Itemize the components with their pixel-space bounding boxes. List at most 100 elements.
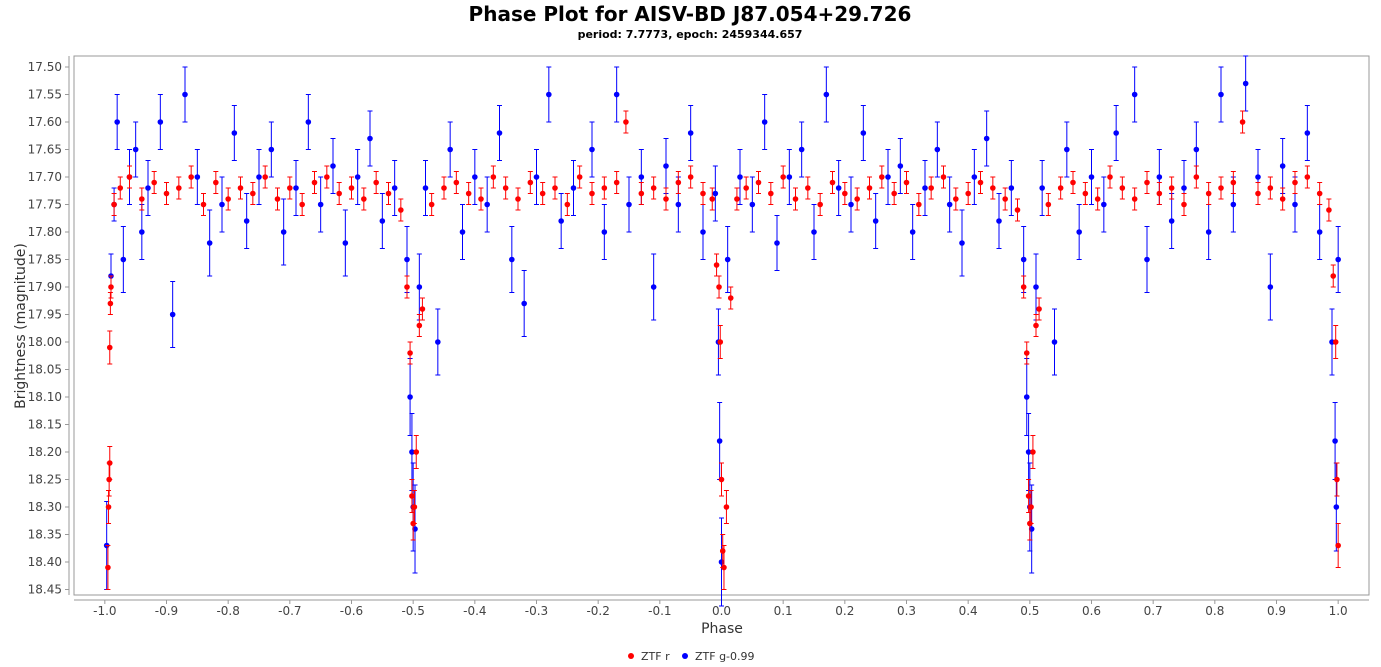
data-point (723, 504, 730, 510)
data-point (1101, 201, 1107, 208)
data-point (792, 196, 799, 202)
data-point (354, 174, 361, 180)
data-point (533, 174, 540, 180)
data-point (909, 229, 916, 235)
data-point (650, 185, 657, 191)
data-point (589, 190, 595, 197)
data-point (996, 218, 1002, 224)
data-point (546, 91, 552, 98)
data-point (1014, 207, 1021, 213)
data-point (1218, 185, 1224, 191)
data-point (1036, 306, 1042, 312)
data-point (965, 190, 971, 197)
data-point (250, 190, 256, 197)
data-point (1292, 179, 1298, 186)
data-point (1332, 339, 1339, 345)
data-point (897, 163, 904, 169)
data-point (419, 306, 426, 312)
chart-subtitle: period: 7.7773, epoch: 2459344.657 (578, 28, 803, 41)
data-point (675, 179, 682, 186)
data-point (589, 146, 595, 153)
data-point (552, 185, 558, 191)
data-point (713, 262, 720, 268)
y-tick-label: 17.50 (28, 60, 62, 74)
data-point (848, 201, 854, 208)
data-point (1304, 174, 1311, 180)
data-point (1088, 174, 1095, 180)
data-point (1242, 80, 1249, 87)
x-tick-label: 0.4 (959, 604, 978, 618)
data-point (484, 201, 490, 208)
data-point (422, 185, 429, 191)
data-point (717, 339, 724, 345)
y-tick-label: 18.40 (28, 555, 62, 569)
data-point (626, 201, 632, 208)
data-point (515, 196, 521, 202)
data-point (835, 185, 842, 191)
data-point (509, 256, 515, 263)
data-point (176, 185, 182, 191)
data-point (409, 449, 415, 455)
data-point (1033, 284, 1039, 290)
data-point (805, 185, 811, 191)
data-point (139, 229, 145, 235)
data-point (441, 185, 447, 191)
data-point (1025, 493, 1032, 499)
data-point (280, 229, 287, 235)
data-point (336, 190, 342, 197)
data-point (709, 196, 716, 202)
data-point (946, 201, 953, 208)
data-point (687, 174, 694, 180)
data-point (638, 174, 645, 180)
data-point (502, 185, 509, 191)
data-point (106, 460, 113, 466)
data-point (623, 119, 629, 125)
data-point (650, 284, 657, 290)
data-point (1025, 449, 1032, 455)
y-tick-label: 18.25 (28, 473, 62, 487)
data-point (299, 201, 305, 208)
data-point (527, 179, 534, 186)
data-point (1332, 438, 1338, 444)
data-point (724, 256, 731, 263)
data-point (398, 207, 404, 213)
data-point (478, 196, 484, 202)
y-tick-label: 17.80 (28, 225, 62, 239)
data-point (1230, 201, 1237, 208)
data-point (1039, 185, 1045, 191)
data-point (219, 201, 225, 208)
data-point (798, 146, 805, 153)
data-point (1181, 201, 1187, 208)
data-point (1193, 146, 1200, 153)
y-tick-label: 18.10 (28, 390, 62, 404)
data-point (1218, 91, 1224, 98)
data-point (1181, 185, 1187, 191)
data-point (743, 185, 749, 191)
data-point (404, 256, 410, 263)
data-point (774, 240, 780, 246)
data-point (564, 201, 571, 208)
data-point (1193, 174, 1200, 180)
data-point (1316, 229, 1323, 235)
data-point (940, 174, 947, 180)
x-tick-label: 0.0 (712, 604, 731, 618)
data-point (188, 174, 194, 180)
legend-label-ztf-g: ZTF g-0.99 (695, 650, 755, 663)
y-tick-label: 18.45 (28, 583, 62, 597)
data-point (262, 174, 268, 180)
data-point (330, 163, 336, 169)
data-point (718, 559, 725, 565)
x-tick-label: 0.9 (1267, 604, 1286, 618)
data-point (317, 201, 324, 208)
data-point (1064, 146, 1070, 153)
y-tick-label: 18.15 (28, 418, 62, 432)
data-point (126, 174, 133, 180)
data-point (823, 91, 830, 98)
data-point (1168, 185, 1175, 191)
data-point (716, 438, 723, 444)
data-point (385, 190, 392, 197)
data-point (256, 174, 262, 180)
data-point (613, 179, 620, 186)
x-tick-label: 0.5 (1020, 604, 1039, 618)
data-point (231, 130, 238, 136)
